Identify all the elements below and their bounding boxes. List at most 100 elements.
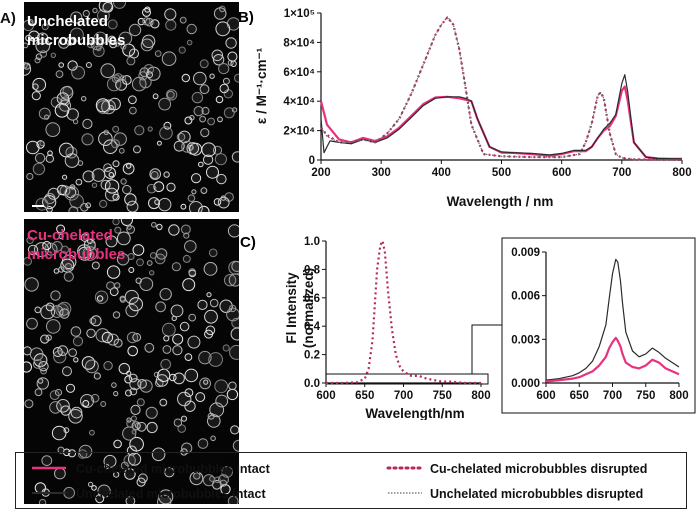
microbubble xyxy=(96,295,104,302)
microbubble xyxy=(151,222,157,228)
microbubble xyxy=(159,288,172,301)
microbubble xyxy=(116,231,131,246)
microbubble xyxy=(181,442,193,454)
microbubble xyxy=(68,348,77,358)
microbubble xyxy=(125,303,139,318)
microbubble xyxy=(29,347,44,361)
microbubble xyxy=(24,42,29,49)
inset-frame xyxy=(501,237,696,414)
y-tick-label: 4×10⁴ xyxy=(283,96,315,108)
zoom-connector-line xyxy=(471,324,502,374)
microbubble xyxy=(177,391,192,407)
microbubble xyxy=(136,258,144,267)
microbubble xyxy=(215,95,224,104)
microbubble xyxy=(128,95,137,105)
microbubble-image-unchelated xyxy=(24,2,239,212)
microbubble xyxy=(64,263,73,271)
microbubble xyxy=(119,295,126,302)
microbubble xyxy=(217,116,223,123)
microbubble xyxy=(181,73,191,83)
microbubble xyxy=(182,254,191,263)
microbubble xyxy=(173,372,185,385)
chart-c-xlabel: Wavelength/nm xyxy=(365,406,464,420)
microbubble xyxy=(199,115,207,123)
microbubble xyxy=(168,224,180,236)
y-tick-label: 6×10⁴ xyxy=(283,67,315,79)
microbubble xyxy=(51,425,67,441)
microbubble xyxy=(98,131,113,146)
microbubble xyxy=(124,289,139,305)
microbubble xyxy=(45,334,52,341)
microbubble xyxy=(162,345,172,354)
microbubble xyxy=(182,278,196,292)
microbubble xyxy=(56,399,70,413)
x-tick-label: 600 xyxy=(316,390,335,402)
x-tick-label: 400 xyxy=(432,167,451,179)
microbubble xyxy=(26,140,40,155)
microbubble xyxy=(201,106,210,115)
microbubble xyxy=(184,368,199,383)
fluorescence-inset-chart: 600 650 700 750 800 0.000 0.003 0.006 0.009 xyxy=(501,237,696,414)
microbubble xyxy=(82,118,93,130)
microbubble xyxy=(128,452,142,466)
microbubble xyxy=(202,154,214,165)
microbubble xyxy=(106,281,115,290)
fluorescence-chart: Wavelength/nm Fl Intensity (normalized) … xyxy=(284,236,502,420)
microbubble xyxy=(180,203,187,210)
microbubble xyxy=(216,173,227,185)
microbubble xyxy=(179,321,190,332)
microbubble xyxy=(209,402,225,418)
microbubble xyxy=(212,54,225,66)
microbubble xyxy=(131,429,137,435)
microbubble xyxy=(193,71,207,86)
microbubble xyxy=(142,17,151,26)
microbubble xyxy=(67,449,77,458)
x-tick-label: 700 xyxy=(612,167,631,179)
y-tick-label: 8×10⁴ xyxy=(283,37,315,49)
microbubble xyxy=(46,319,61,334)
microbubble xyxy=(172,345,183,356)
y-tick-label: 0.003 xyxy=(511,334,540,346)
microbubble xyxy=(145,17,154,27)
x-tick-label: 650 xyxy=(355,390,374,402)
microbubble xyxy=(222,77,230,85)
microbubble xyxy=(187,194,196,202)
microbubble xyxy=(124,193,137,206)
microbubble xyxy=(112,219,120,226)
microbubble xyxy=(222,344,230,352)
y-tick-label: 1×10⁵ xyxy=(284,8,315,20)
legend-item-cu-intact: Cu-chelated microbubbles intact xyxy=(32,462,271,476)
microbubble xyxy=(36,377,49,390)
chart-c-ylabel-line1: Fl Intensity xyxy=(284,272,299,344)
microbubble xyxy=(142,7,151,17)
microbubble xyxy=(230,425,239,435)
series-line-dark-solid xyxy=(320,74,683,160)
microbubble xyxy=(24,399,34,409)
microbubble xyxy=(27,244,39,256)
microbubble xyxy=(113,439,122,449)
microbubble xyxy=(98,2,113,13)
microbubble xyxy=(231,260,239,272)
microbubble xyxy=(57,446,65,454)
microbubble xyxy=(215,21,231,37)
microbubble xyxy=(35,38,51,54)
chart-b-xlabel: Wavelength / nm xyxy=(447,194,554,209)
microbubble xyxy=(68,206,79,212)
microbubble xyxy=(40,304,56,320)
legend-label: Cu-chelated microbubbles disrupted xyxy=(430,462,647,476)
microbubble xyxy=(156,140,162,146)
microbubble xyxy=(128,267,135,273)
microbubble xyxy=(178,130,191,144)
microbubble xyxy=(165,89,178,101)
microbubble xyxy=(160,358,172,370)
microbubble xyxy=(146,421,158,434)
x-tick-label: 800 xyxy=(672,167,691,179)
microbubble xyxy=(86,40,95,49)
microbubble xyxy=(68,409,83,424)
y-tick-label: 2×10⁴ xyxy=(283,126,315,138)
microbubble xyxy=(128,23,142,37)
microbubble xyxy=(24,61,28,69)
microbubble xyxy=(109,287,119,297)
microbubble xyxy=(188,201,203,212)
microbubble xyxy=(156,223,163,231)
